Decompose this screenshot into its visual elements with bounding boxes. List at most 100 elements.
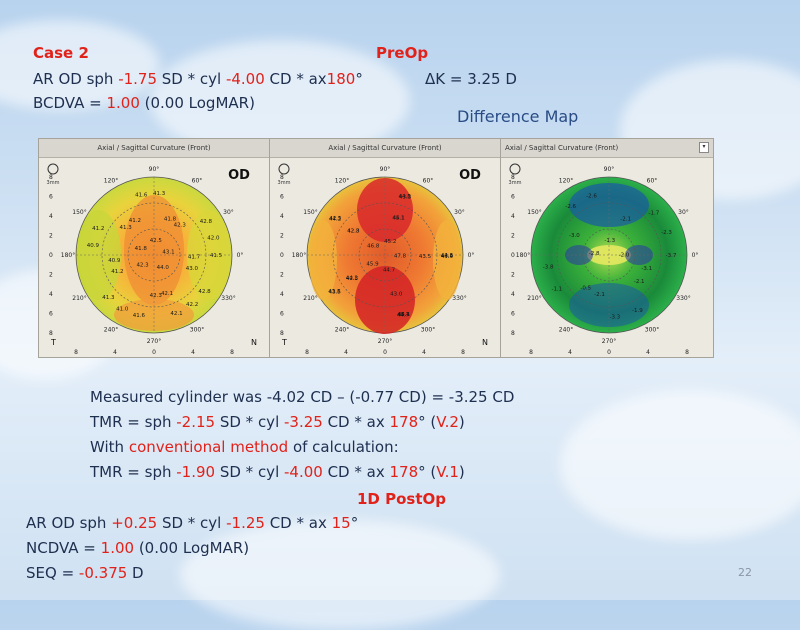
curvature-value: 43.1 [162,249,174,255]
curvature-value: 41.3 [153,191,166,197]
angle-label: 30° [223,209,234,216]
x-tick-label: 8 [305,349,309,356]
color-zone [309,220,337,300]
angle-label: 30° [678,209,689,216]
tmr-v1-cyl: -4.00 [284,463,323,481]
y-tick-label: 6 [280,194,284,201]
curvature-value: 42.2 [186,302,198,308]
ar-deg: ° [355,70,363,88]
y-tick-label: 6 [280,311,284,318]
curvature-value: 41.2 [129,218,141,224]
postop-ar-a: AR OD sph [26,514,112,532]
curvature-value: -1.3 [604,238,615,244]
magnifier-icon [47,163,59,175]
y-tick-label: 8 [280,330,284,337]
mm-scale-label: 3mm [47,180,60,186]
topography-difference-map: Axial / Sagittal Curvature (Front) ▾ 90° 1… [500,138,714,358]
tmr-v1-e: ) [458,463,465,481]
tmr-v2-a: TMR = sph [90,413,177,431]
curvature-value: 42.8 [347,228,360,234]
curvature-value: 43.5 [419,254,432,260]
angle-label: 30° [454,209,465,216]
temporal-label: T [50,338,56,347]
ar-sph: -1.75 [118,70,158,88]
curvature-value: -3.8 [543,265,554,271]
ar-prefix: AR OD sph [33,70,119,88]
curvature-value: 46.8 [367,244,380,250]
curvature-value: 44.2 [329,216,341,222]
mm-scale-label: 3mm [278,180,291,186]
angle-label: 210° [72,295,86,302]
curvature-value: 41.8 [135,246,148,252]
postop-title: 1D PostOp [357,490,446,508]
difference-map-label: Difference Map [457,107,579,126]
measured-cylinder-line: Measured cylinder was -4.02 CD – (-0.77 … [90,388,515,406]
y-tick-label: 2 [511,233,515,240]
y-tick-label: 6 [49,311,53,318]
curvature-value: 43.4 [441,254,454,260]
x-tick-label: 8 [230,349,234,356]
curvature-value: 45.2 [384,239,396,245]
tmr-v1-line: TMR = sph -1.90 SD * cyl -4.00 CD * ax 1… [90,463,465,481]
curvature-value: -1.7 [649,210,660,216]
bcdva-suffix: (0.00 LogMAR) [139,94,255,112]
tmr-v2-e: ) [458,413,465,431]
postop-ar-sph: +0.25 [111,514,158,532]
map-title-dropdown[interactable]: Axial / Sagittal Curvature (Front) ▾ [501,139,713,158]
y-tick-label: 4 [280,291,284,298]
x-tick-label: 0 [383,349,387,356]
chevron-down-icon[interactable]: ▾ [699,142,709,153]
conv-red: conventional method [128,438,289,456]
curvature-value: -2.1 [620,217,631,223]
conv-a: With [90,438,129,456]
curvature-value: 42.8 [198,289,211,295]
y-tick-label: 8 [511,174,515,181]
mm-scale-label: 3mm [509,180,522,186]
y-tick-label: 8 [49,174,53,181]
ncdva-a: NCDVA = [26,539,101,557]
curvature-value: 42.5 [150,238,163,244]
angle-label: 240° [335,326,349,333]
ar-preop-line: AR OD sph -1.75 SD * cyl -4.00 CD * ax18… [33,70,363,88]
curvature-value: -3.3 [610,315,621,321]
angle-label: 300° [645,326,659,333]
postop-ar-d: ° [350,514,359,532]
angle-label: 270° [147,338,161,345]
curvature-value: 44.2 [346,275,358,281]
y-tick-label: 4 [511,291,515,298]
angle-label: 270° [378,338,392,345]
curvature-value: 42.3 [174,222,187,228]
curvature-value: -2.6 [565,204,576,210]
tmr-v2-sph: -2.15 [176,413,216,431]
curvature-value: -2.1 [594,292,605,298]
topography-map-postop: Axial / Sagittal Curvature (Front) 90° 12… [269,138,501,358]
y-tick-label: 6 [511,311,515,318]
angle-label: 180° [516,252,530,259]
x-tick-label: 8 [685,349,689,356]
tmr-v2-d: ° ( [418,413,437,431]
curvature-value: 41.8 [164,216,177,222]
background-cloud [560,390,800,540]
bcdva-prefix: BCDVA = [33,94,107,112]
curvature-value: -1.1 [551,286,562,292]
curvature-value: 43.8 [328,289,341,295]
temporal-label: T [281,338,287,347]
y-tick-label: 0 [280,252,284,259]
nasal-label: N [482,338,488,347]
curvature-value: -1.9 [632,308,643,314]
curvature-value: 44.1 [398,312,410,318]
conventional-method-line: With conventional method of calculation: [90,438,399,456]
x-tick-label: 4 [422,349,426,356]
tmr-v1-version: V.1 [436,463,459,481]
angle-label: 0° [237,252,244,259]
tmr-v1-axis: 178 [389,463,419,481]
curvature-value: 41.2 [111,269,123,275]
curvature-map-2: 90° 120° 60° 150° 30° 180° 0° 210° 330° 240° 300° 2… [278,163,488,356]
preop-label: PreOp [376,44,429,62]
bcdva-line: BCDVA = 1.00 (0.00 LogMAR) [33,94,255,112]
curvature-value: 40.9 [108,258,121,264]
ncdva-line: NCDVA = 1.00 (0.00 LogMAR) [26,539,249,557]
x-tick-label: 4 [191,349,195,356]
curvature-value: -3.7 [666,253,677,259]
angle-label: 330° [452,295,466,302]
